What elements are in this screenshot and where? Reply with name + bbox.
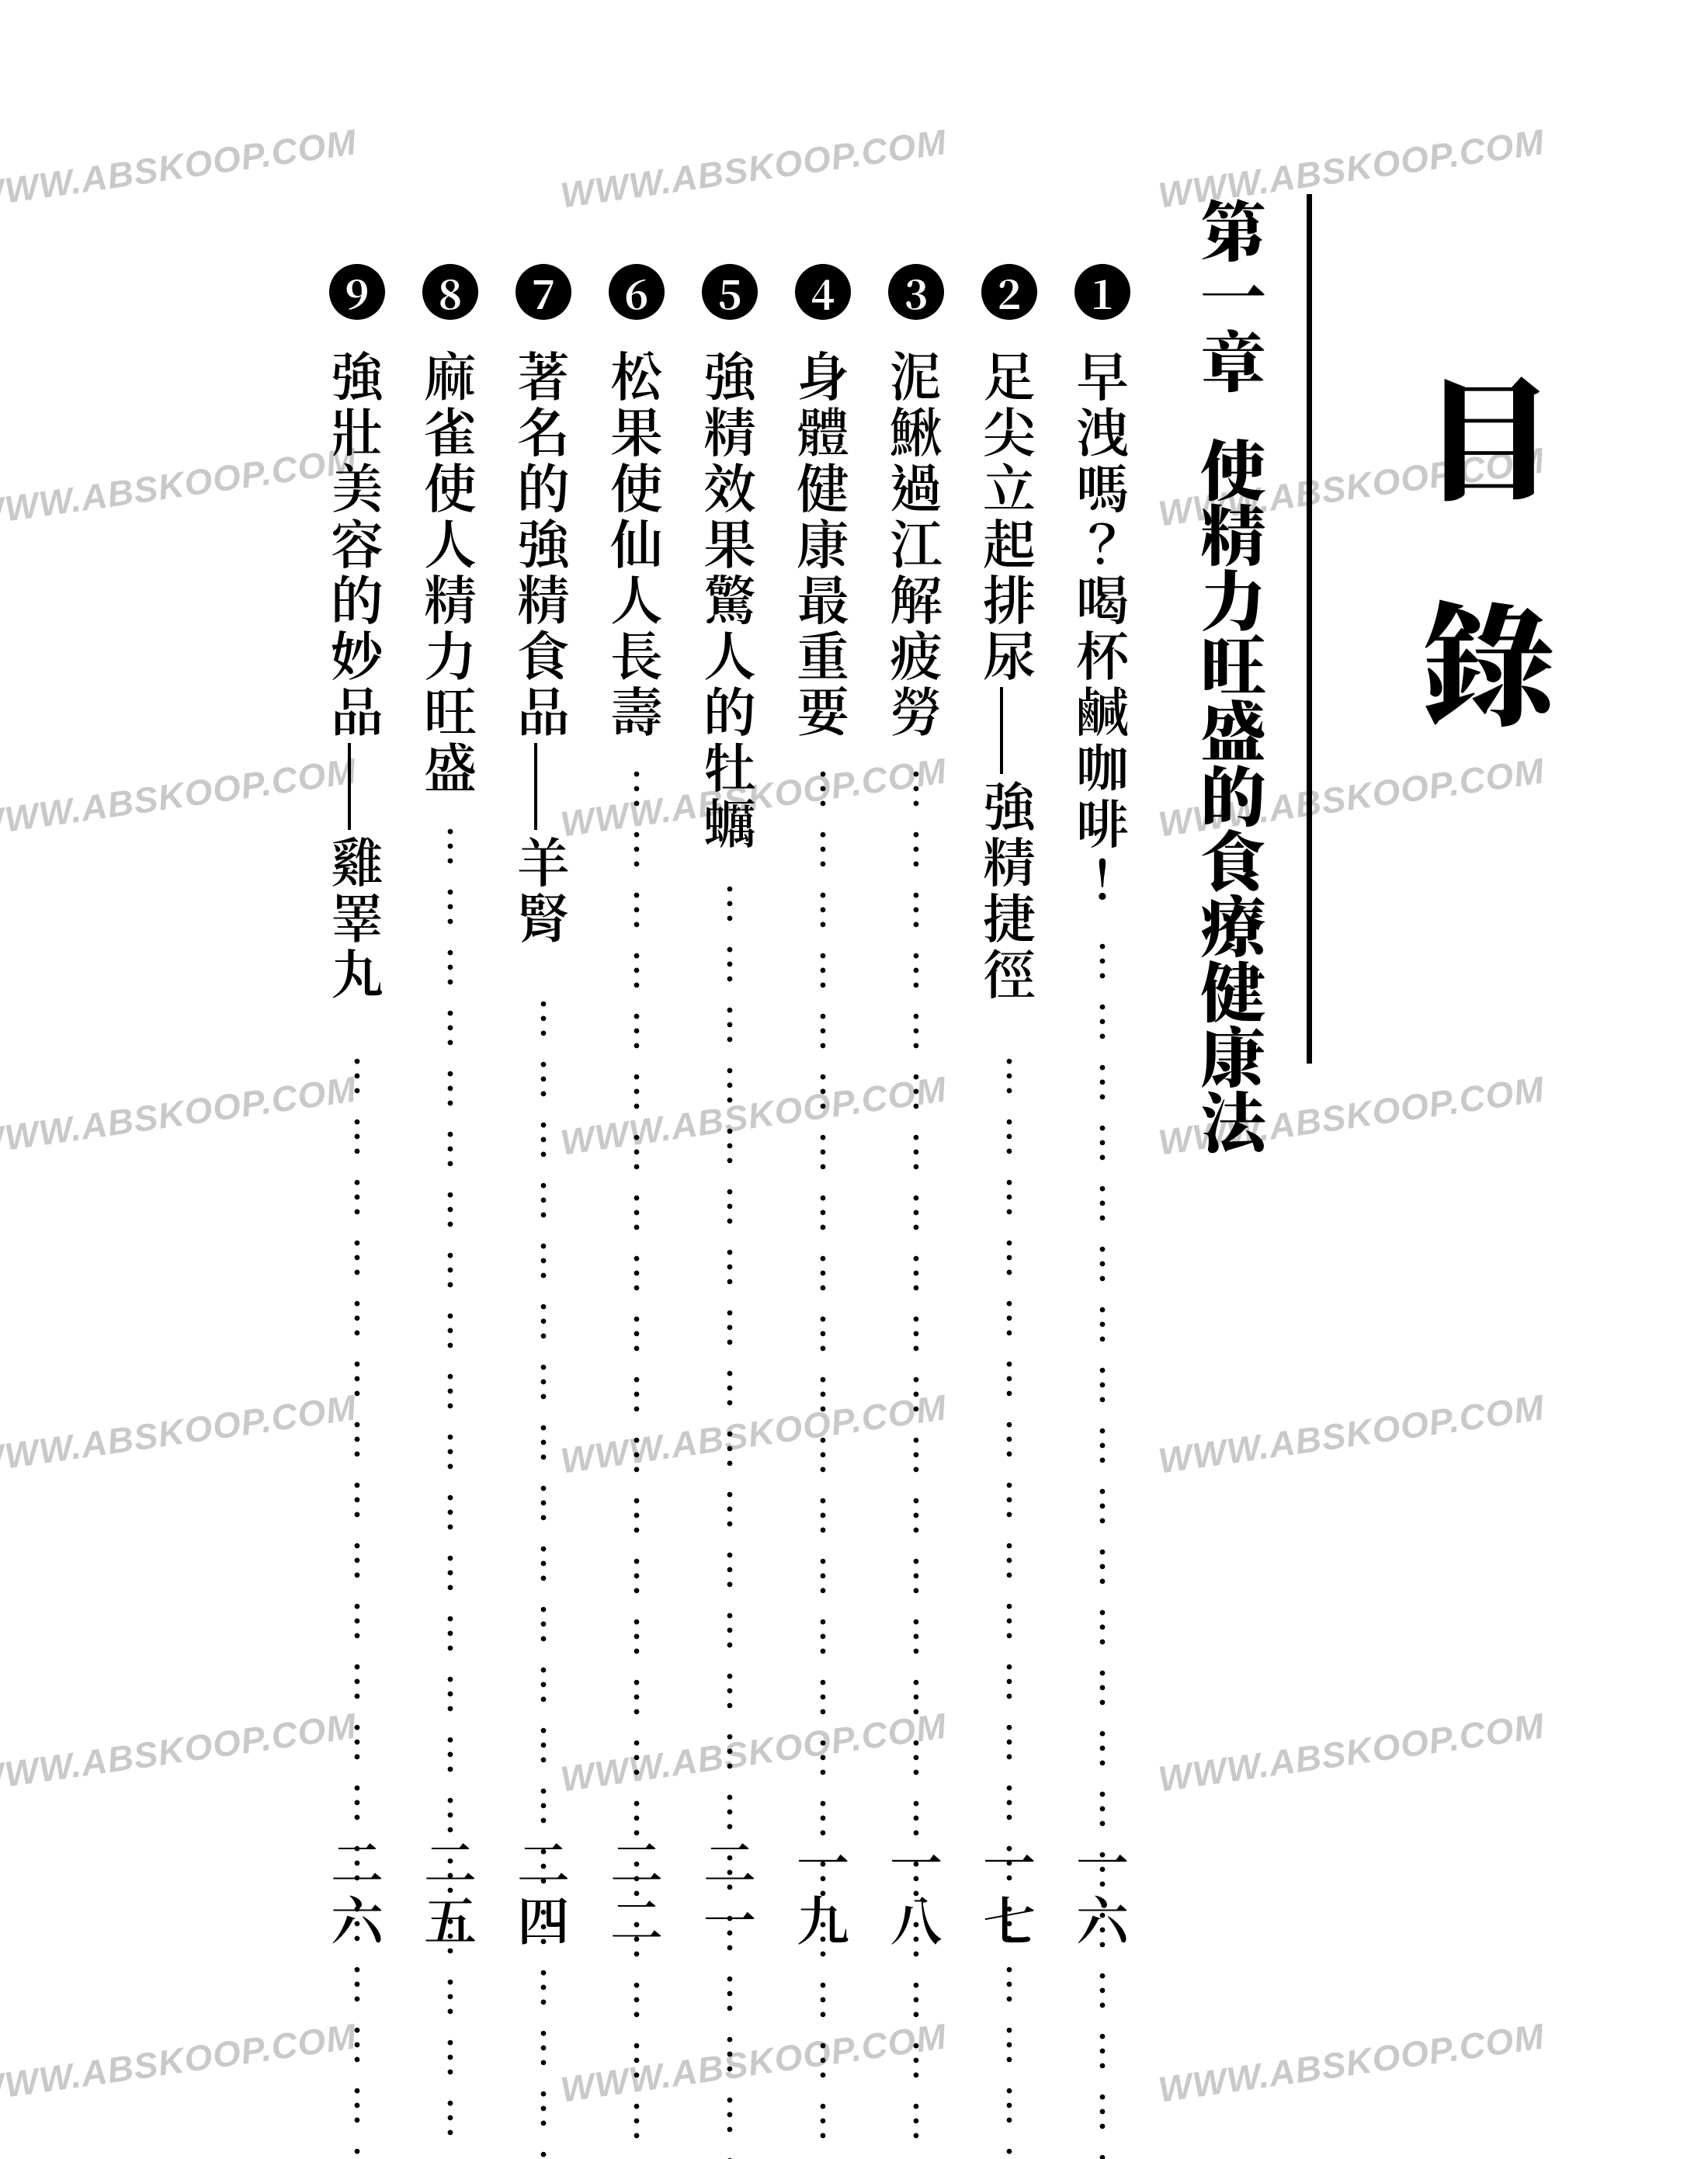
toc-bullet: 2 — [981, 264, 1037, 320]
toc-leader-dots: ︙︙︙︙︙︙︙︙︙︙︙︙︙︙︙︙︙︙︙︙︙︙︙ — [1071, 939, 1133, 2159]
toc-entry: 4身體健康最重要︙︙︙︙︙︙︙︙︙︙︙︙︙︙︙︙︙︙︙︙︙︙︙︙︙︙︙︙一九 — [784, 264, 862, 1894]
chapter-heading: 第一章 使精力旺盛的食療健康法 — [1200, 198, 1265, 1154]
toc-leader-dots: ︙︙︙︙︙︙︙︙︙︙︙︙︙︙︙︙︙︙︙︙︙︙︙︙︙ — [699, 882, 761, 2159]
toc-entry-text: 足尖立起排尿——強精捷徑 — [972, 349, 1047, 1003]
toc-bullet: 3 — [888, 264, 944, 320]
toc-page-number: 一八 — [879, 1836, 954, 1951]
toc-page-number: 一六 — [1065, 1836, 1140, 1951]
toc-bullet: 8 — [422, 264, 478, 320]
toc-page-number: 二五 — [413, 1836, 488, 1951]
toc-entry-text: 身體健康最重要 — [786, 349, 861, 741]
chapter-title: 使精力旺盛的食療健康法 — [1186, 437, 1280, 1154]
toc-entry: 9強壯美容的妙品——雞睪丸︙︙︙︙︙︙︙︙︙︙︙︙︙︙︙︙︙︙︙︙二六 — [318, 264, 396, 1894]
chapter-label: 第一章 — [1186, 198, 1280, 394]
toc-bullet: 5 — [702, 264, 758, 320]
toc-entry: 8麻雀使人精力旺盛︙︙︙︙︙︙︙︙︙︙︙︙︙︙︙︙︙︙︙︙︙︙︙︙︙︙二五 — [411, 264, 489, 1894]
toc-entry: 6松果使仙人長壽︙︙︙︙︙︙︙︙︙︙︙︙︙︙︙︙︙︙︙︙︙︙︙︙︙︙︙︙二二 — [598, 264, 675, 1894]
toc-entry-text: 強精效果驚人的牡蠣 — [693, 349, 768, 852]
page: WWW.ABSKOOP.COM WWW.ABSKOOP.COM WWW.ABSKOO… — [0, 0, 1708, 2159]
toc-entry: 3泥鰍過江解疲勞︙︙︙︙︙︙︙︙︙︙︙︙︙︙︙︙︙︙︙︙︙︙︙︙︙︙︙︙一八 — [877, 264, 955, 1894]
watermark-text: WWW.ABSKOOP.COM — [0, 2015, 359, 2110]
watermark-text: WWW.ABSKOOP.COM — [558, 120, 949, 216]
watermark-text: WWW.ABSKOOP.COM — [0, 120, 359, 216]
toc-entry-text: 泥鰍過江解疲勞 — [879, 349, 954, 741]
toc-leader-dots: ︙︙︙︙︙︙︙︙︙︙︙︙︙︙︙︙︙︙︙︙ — [326, 1054, 388, 2159]
toc-entry: 1早洩嗎？喝杯鹹咖啡！︙︙︙︙︙︙︙︙︙︙︙︙︙︙︙︙︙︙︙︙︙︙︙一六 — [1064, 264, 1141, 1894]
toc-page-number: 一九 — [786, 1836, 861, 1951]
toc-page-number: 二一 — [693, 1836, 768, 1951]
toc-leader-dots: ︙︙︙︙︙︙︙︙︙︙︙︙︙︙︙︙︙︙︙︙︙︙︙︙︙︙ — [419, 824, 481, 2159]
watermark-text: WWW.ABSKOOP.COM — [1156, 1704, 1547, 1800]
toc-leader-dots: ︙︙︙︙︙︙︙︙︙︙︙︙︙︙︙︙︙︙︙︙︙︙ — [512, 997, 575, 2159]
toc-entry-text: 著名的強精食品——羊腎 — [506, 349, 581, 947]
toc-page-number: 一七 — [972, 1836, 1047, 1951]
toc-bullet: 6 — [609, 264, 665, 320]
toc-bullet: 9 — [329, 264, 385, 320]
toc-bullet: 7 — [516, 264, 571, 320]
toc-page-number: 二二 — [599, 1836, 675, 1951]
vertical-rule — [1307, 194, 1312, 1064]
page-title: 目錄 — [1394, 373, 1584, 823]
watermark-text: WWW.ABSKOOP.COM — [1156, 2015, 1547, 2110]
toc-entry-text: 麻雀使人精力旺盛 — [413, 349, 488, 797]
table-of-contents: 1早洩嗎？喝杯鹹咖啡！︙︙︙︙︙︙︙︙︙︙︙︙︙︙︙︙︙︙︙︙︙︙︙一六2足尖立… — [303, 264, 1141, 1894]
toc-page-number: 二六 — [320, 1836, 395, 1951]
toc-page-number: 二四 — [506, 1836, 581, 1951]
toc-entry: 5強精效果驚人的牡蠣︙︙︙︙︙︙︙︙︙︙︙︙︙︙︙︙︙︙︙︙︙︙︙︙︙二一 — [691, 264, 769, 1894]
toc-entry-text: 早洩嗎？喝杯鹹咖啡！ — [1065, 349, 1140, 908]
toc-entry-text: 強壯美容的妙品——雞睪丸 — [320, 349, 395, 1003]
toc-entry: 7著名的強精食品——羊腎︙︙︙︙︙︙︙︙︙︙︙︙︙︙︙︙︙︙︙︙︙︙二四 — [505, 264, 582, 1894]
toc-bullet: 1 — [1074, 264, 1130, 320]
toc-leader-dots: ︙︙︙︙︙︙︙︙︙︙︙︙︙︙︙︙︙︙︙︙ — [978, 1054, 1040, 2159]
toc-bullet: 4 — [795, 264, 851, 320]
watermark-text: WWW.ABSKOOP.COM — [1156, 1386, 1547, 1481]
toc-entry-text: 松果使仙人長壽 — [599, 349, 675, 741]
toc-entry: 2足尖立起排尿——強精捷徑︙︙︙︙︙︙︙︙︙︙︙︙︙︙︙︙︙︙︙︙一七 — [970, 264, 1048, 1894]
